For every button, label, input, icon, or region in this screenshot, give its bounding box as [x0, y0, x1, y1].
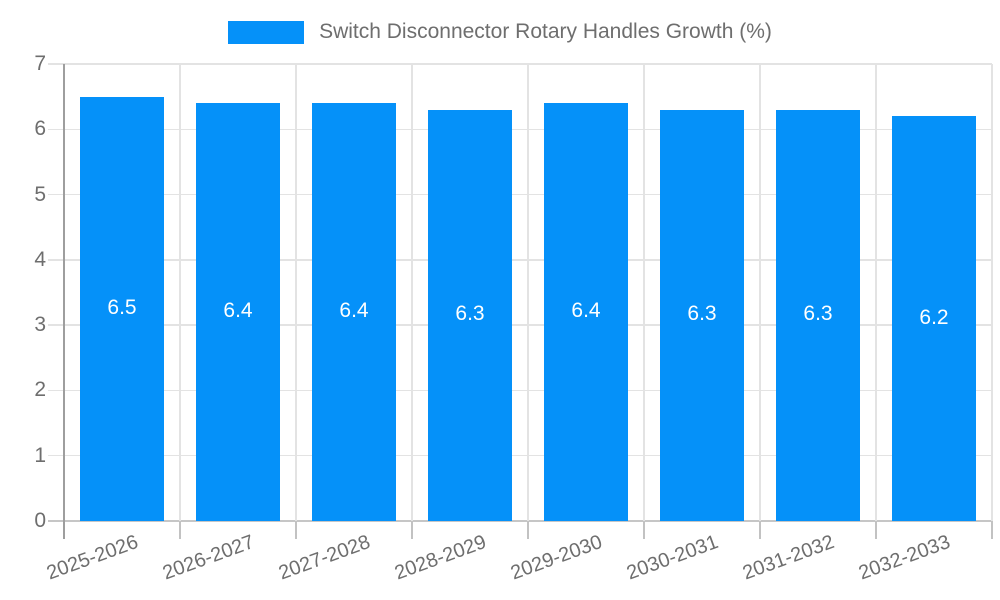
- gridline-x: [991, 64, 993, 521]
- gridline-y: [48, 324, 992, 326]
- bar-value-label: 6.4: [339, 299, 369, 323]
- gridline-y: [48, 259, 992, 261]
- x-axis-label: 2029-2030: [508, 531, 606, 585]
- bar-value-label: 6.2: [919, 305, 949, 329]
- x-axis-tick: [991, 521, 993, 539]
- bar-value-label: 6.5: [107, 295, 137, 319]
- x-axis-tick: [179, 521, 181, 539]
- y-axis-label: 1: [34, 443, 46, 467]
- x-axis-tick: [759, 521, 761, 539]
- bar-value-label: 6.3: [687, 302, 717, 326]
- legend: Switch Disconnector Rotary Handles Growt…: [0, 20, 1000, 44]
- x-axis-tick: [643, 521, 645, 539]
- x-axis-label: 2030-2031: [624, 531, 722, 585]
- gridline-x: [643, 64, 645, 521]
- gridline-y: [48, 389, 992, 392]
- y-axis-label: 2: [34, 378, 46, 402]
- bar-value-label: 6.3: [455, 302, 485, 326]
- y-axis-label: 3: [34, 313, 46, 337]
- bar[interactable]: [312, 103, 396, 521]
- x-axis-label: 2025-2026: [44, 531, 142, 585]
- x-axis-label: 2032-2033: [856, 531, 954, 585]
- bar-value-label: 6.4: [223, 299, 253, 323]
- bar[interactable]: [80, 96, 164, 521]
- gridline-y: [48, 128, 992, 131]
- gridline-y: [48, 193, 992, 196]
- x-axis-tick: [411, 521, 413, 539]
- bar-value-label: 6.3: [803, 302, 833, 326]
- bar[interactable]: [892, 116, 976, 521]
- bar[interactable]: [428, 109, 512, 521]
- legend-label[interactable]: Switch Disconnector Rotary Handles Growt…: [319, 20, 772, 43]
- gridline-y: [48, 454, 992, 457]
- y-axis-label: 6: [34, 117, 46, 141]
- y-axis-label: 7: [34, 52, 46, 75]
- y-axis-label: 0: [34, 509, 46, 532]
- x-axis-tick: [875, 521, 877, 539]
- x-axis-label: 2031-2032: [740, 531, 838, 585]
- x-axis-label: 2026-2027: [160, 531, 258, 585]
- x-axis-label: 2027-2028: [276, 531, 374, 585]
- gridline-y: [48, 63, 992, 65]
- x-axis-tick: [527, 521, 529, 539]
- gridline-x: [295, 64, 297, 521]
- y-axis-label: 4: [34, 247, 46, 271]
- y-axis-label: 5: [34, 182, 46, 206]
- gridline-x: [875, 64, 877, 521]
- y-axis-line: [63, 64, 65, 539]
- legend-swatch[interactable]: [228, 20, 305, 44]
- gridline-y: [48, 520, 992, 522]
- gridline-x: [527, 64, 529, 521]
- bar[interactable]: [660, 109, 744, 521]
- bar[interactable]: [544, 103, 628, 521]
- bar-value-label: 6.4: [571, 299, 601, 323]
- gridline-x: [759, 64, 761, 521]
- bar[interactable]: [196, 103, 280, 521]
- x-axis-tick: [295, 521, 297, 539]
- gridline-x: [411, 64, 413, 521]
- gridline-x: [179, 64, 181, 521]
- x-axis-label: 2028-2029: [392, 531, 490, 585]
- bar[interactable]: [776, 109, 860, 521]
